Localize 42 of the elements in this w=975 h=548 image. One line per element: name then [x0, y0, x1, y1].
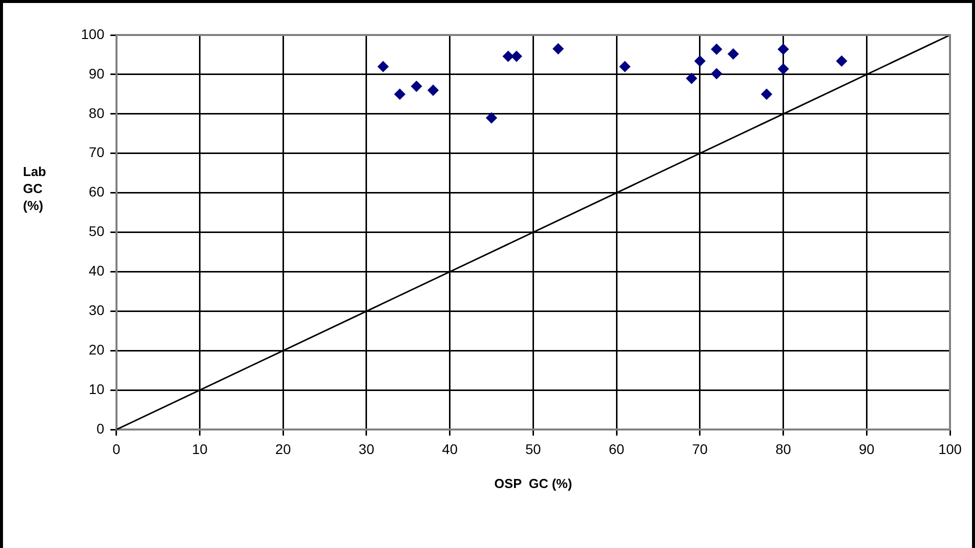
y-tick-label: 20: [88, 342, 105, 358]
y-tick-label: 90: [88, 65, 105, 82]
point: [552, 43, 564, 54]
y-tick-label: 80: [88, 104, 105, 121]
point: [502, 50, 514, 62]
point: [761, 88, 772, 100]
point: [778, 63, 789, 74]
point: [511, 50, 522, 62]
y-tick-label: 60: [88, 184, 105, 200]
y-tick-label: 40: [88, 262, 105, 279]
point: [836, 56, 848, 67]
y-tick-label: 0: [96, 420, 105, 436]
x-axis-title: OSP GC (%): [494, 476, 572, 491]
point: [728, 48, 739, 60]
x-tick-label: 60: [608, 440, 625, 457]
point: [619, 61, 630, 72]
y-tick-label: 10: [88, 381, 105, 397]
point: [694, 56, 706, 67]
point: [686, 72, 698, 84]
y-tick-label: 50: [88, 223, 105, 240]
x-tick-label: 20: [275, 440, 292, 457]
x-tick-label: 90: [858, 440, 875, 457]
point: [428, 84, 439, 96]
y-axis-title: Lab GC (%): [23, 163, 48, 214]
x-tick-label: 0: [112, 440, 120, 457]
point: [778, 44, 789, 55]
point: [410, 80, 422, 92]
point: [394, 88, 406, 100]
x-tick-label: 50: [525, 440, 542, 457]
y-tick-label: 30: [88, 302, 105, 318]
x-tick-label: 30: [358, 440, 374, 457]
x-tick-label: 70: [692, 440, 708, 457]
x-tick-label: 40: [442, 440, 458, 457]
y-tick-label: 100: [81, 26, 105, 42]
y-tick-label: 70: [88, 144, 105, 160]
point: [711, 68, 722, 80]
x-tick-label: 80: [775, 440, 792, 457]
point: [486, 112, 497, 124]
point: [711, 44, 722, 55]
x-tick-label: 10: [192, 440, 208, 457]
point: [378, 61, 389, 72]
x-tick-label: 100: [938, 440, 962, 457]
